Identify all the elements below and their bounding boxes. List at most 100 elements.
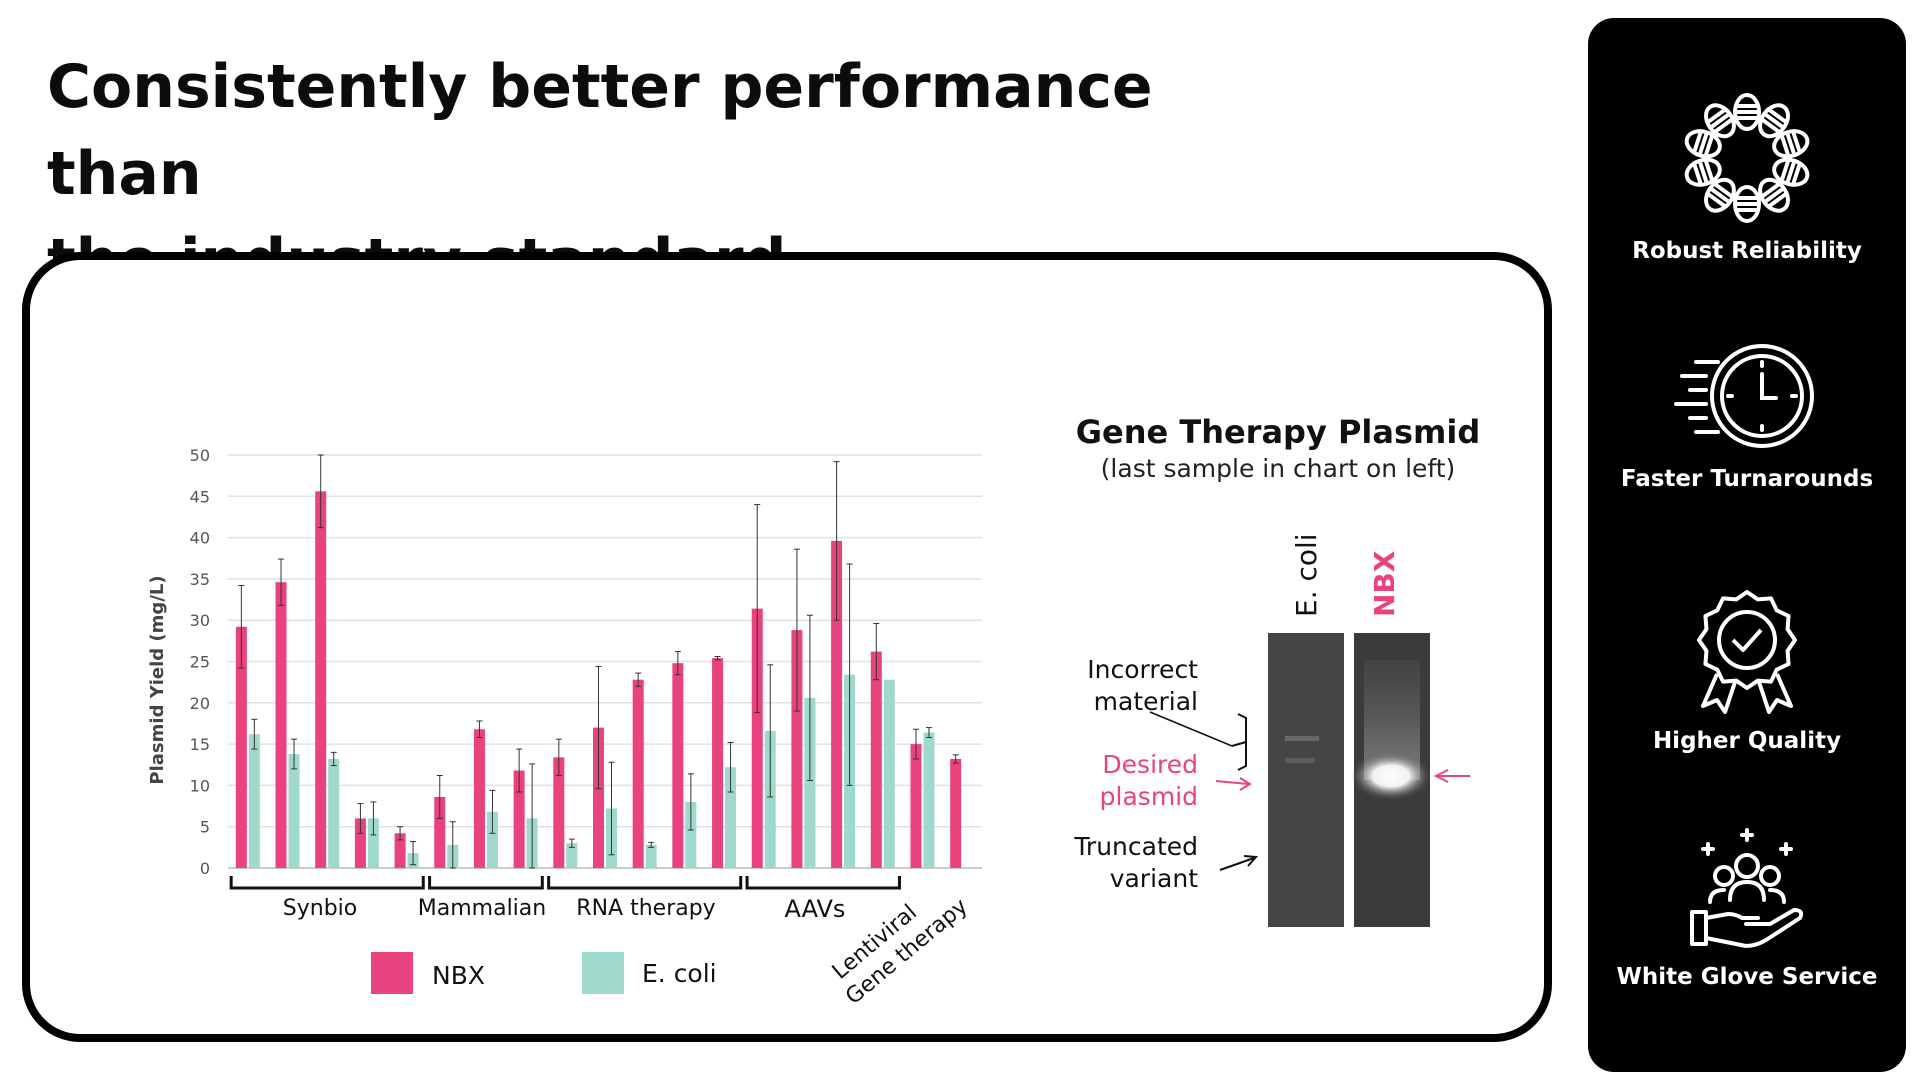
y-axis-label: Plasmid Yield (mg/L) [147,575,168,784]
group-label-rna-therapy: RNA therapy [576,896,715,921]
group-label-synbio: Synbio [283,896,357,921]
group-bracket [745,876,901,890]
y-tick-label: 5 [200,818,210,837]
bar-ecoli [566,843,578,868]
chart-grid [228,454,982,869]
annot-desired-line1: Desired [1102,750,1198,779]
bar-ecoli [685,801,697,868]
dna-segment [1733,185,1761,223]
bar-nbx [593,727,604,868]
dna-segment [1684,129,1722,159]
y-tick-label: 25 [190,653,210,672]
bar-nbx [910,744,922,868]
bar-nbx [791,630,803,868]
lane-label-ecoli: E. coli [1290,533,1323,617]
desired-arrow [1215,777,1252,791]
legend-label-nbx: NBX [432,961,485,990]
annot-desired-line2: plasmid [1100,782,1198,811]
y-tick-label: 35 [190,570,210,589]
dna-segment [1758,103,1790,139]
dna-segment [1704,177,1736,213]
feature-label: White Glove Service [1616,964,1878,990]
feature-faster-turnarounds: Faster Turnarounds [1588,336,1906,492]
bar-ecoli [725,767,737,868]
incorrect-bracket [1231,713,1247,771]
feature-robust-reliability: Robust Reliability [1588,88,1906,264]
bar-ecoli [288,754,300,868]
legend-swatch-nbx [371,952,413,994]
bar-nbx [315,491,327,868]
error-bars [238,454,959,869]
bar-ecoli [645,844,657,868]
y-tick-labels: 0 5 10 15 20 25 30 35 40 45 50 [190,446,210,878]
bar-nbx [672,663,684,868]
bar-nbx [354,818,366,868]
bar-ecoli [923,732,935,868]
y-tick-label: 15 [190,735,210,754]
y-tick-label: 20 [190,694,210,713]
lane-label-nbx: NBX [1368,550,1401,617]
bar-nbx [632,679,644,868]
y-tick-label: 45 [190,487,210,506]
annot-incorrect-line2: material [1094,687,1198,716]
bar-ecoli [883,679,895,868]
bar-nbx [275,582,287,868]
nbx-band-arrow [1433,769,1470,783]
bar-nbx [712,658,724,868]
legend-label-ecoli: E. coli [642,959,717,988]
dna-ring-icon [1684,93,1810,223]
band-nbx-plasmid [1351,752,1431,800]
y-tick-label: 10 [190,776,210,795]
feature-label: Faster Turnarounds [1620,466,1874,492]
group-bracket [547,876,743,890]
headline-line-1: Consistently better performance than [47,52,1153,209]
feature-higher-quality: Higher Quality [1588,578,1906,754]
bar-ecoli [764,730,776,868]
figure-canvas: 0 5 10 15 20 25 30 35 40 45 50 Plasmid Yield (mg/L… [147,413,1480,1010]
bar-ecoli [328,758,340,868]
legend-swatch-ecoli [582,952,624,994]
feature-label: Higher Quality [1652,728,1842,754]
bar-nbx [513,770,525,868]
yield-bar-chart: 0 5 10 15 20 25 30 35 40 45 50 Plasmid Yield (mg/L… [147,446,982,1010]
dna-segment [1758,177,1790,213]
bar-nbx [235,626,247,868]
bar-nbx [394,833,406,868]
annot-incorrect-line1: Incorrect [1087,655,1198,684]
band-ecoli-upper [1285,736,1319,741]
feature-white-glove-service: White Glove Service [1588,824,1906,990]
y-tick-label: 50 [190,446,210,465]
gel-panel: Gene Therapy Plasmid (last sample in cha… [1073,413,1480,927]
dna-segment [1733,93,1761,131]
helping-hand-icon [1690,828,1804,948]
bar-ecoli [804,697,816,868]
gel-title: Gene Therapy Plasmid [1076,413,1480,451]
quality-badge-icon [1697,590,1797,714]
dna-segment [1772,157,1810,187]
annot-truncated-line1: Truncated [1073,832,1198,861]
bar-nbx [434,796,446,868]
bar-ecoli [486,811,498,868]
group-bracket [229,876,425,890]
group-label-mammalian: Mammalian [418,896,546,921]
feature-label: Robust Reliability [1632,238,1862,264]
dna-segment [1772,129,1810,159]
y-tick-label: 0 [200,859,210,878]
bar-nbx [751,608,763,868]
y-tick-label: 40 [190,529,210,548]
bar-nbx [950,758,962,868]
group-label-aavs: AAVs [785,895,846,923]
dna-segment [1704,103,1736,139]
y-tick-label: 30 [190,611,210,630]
bar-nbx [473,729,485,868]
truncated-arrow [1219,855,1259,871]
bar-nbx [831,540,843,868]
benefits-sidebar: Robust Reliability Faster Turnarounds Hi… [1588,18,1906,1072]
bar-ecoli [248,734,260,868]
bar-nbx [553,757,565,868]
gel-subtitle: (last sample in chart on left) [1101,454,1456,483]
incorrect-leader-line [1149,711,1233,747]
band-ecoli-lower [1285,758,1315,763]
gel-lane-ecoli [1268,633,1344,927]
stopwatch-icon [1674,344,1814,448]
